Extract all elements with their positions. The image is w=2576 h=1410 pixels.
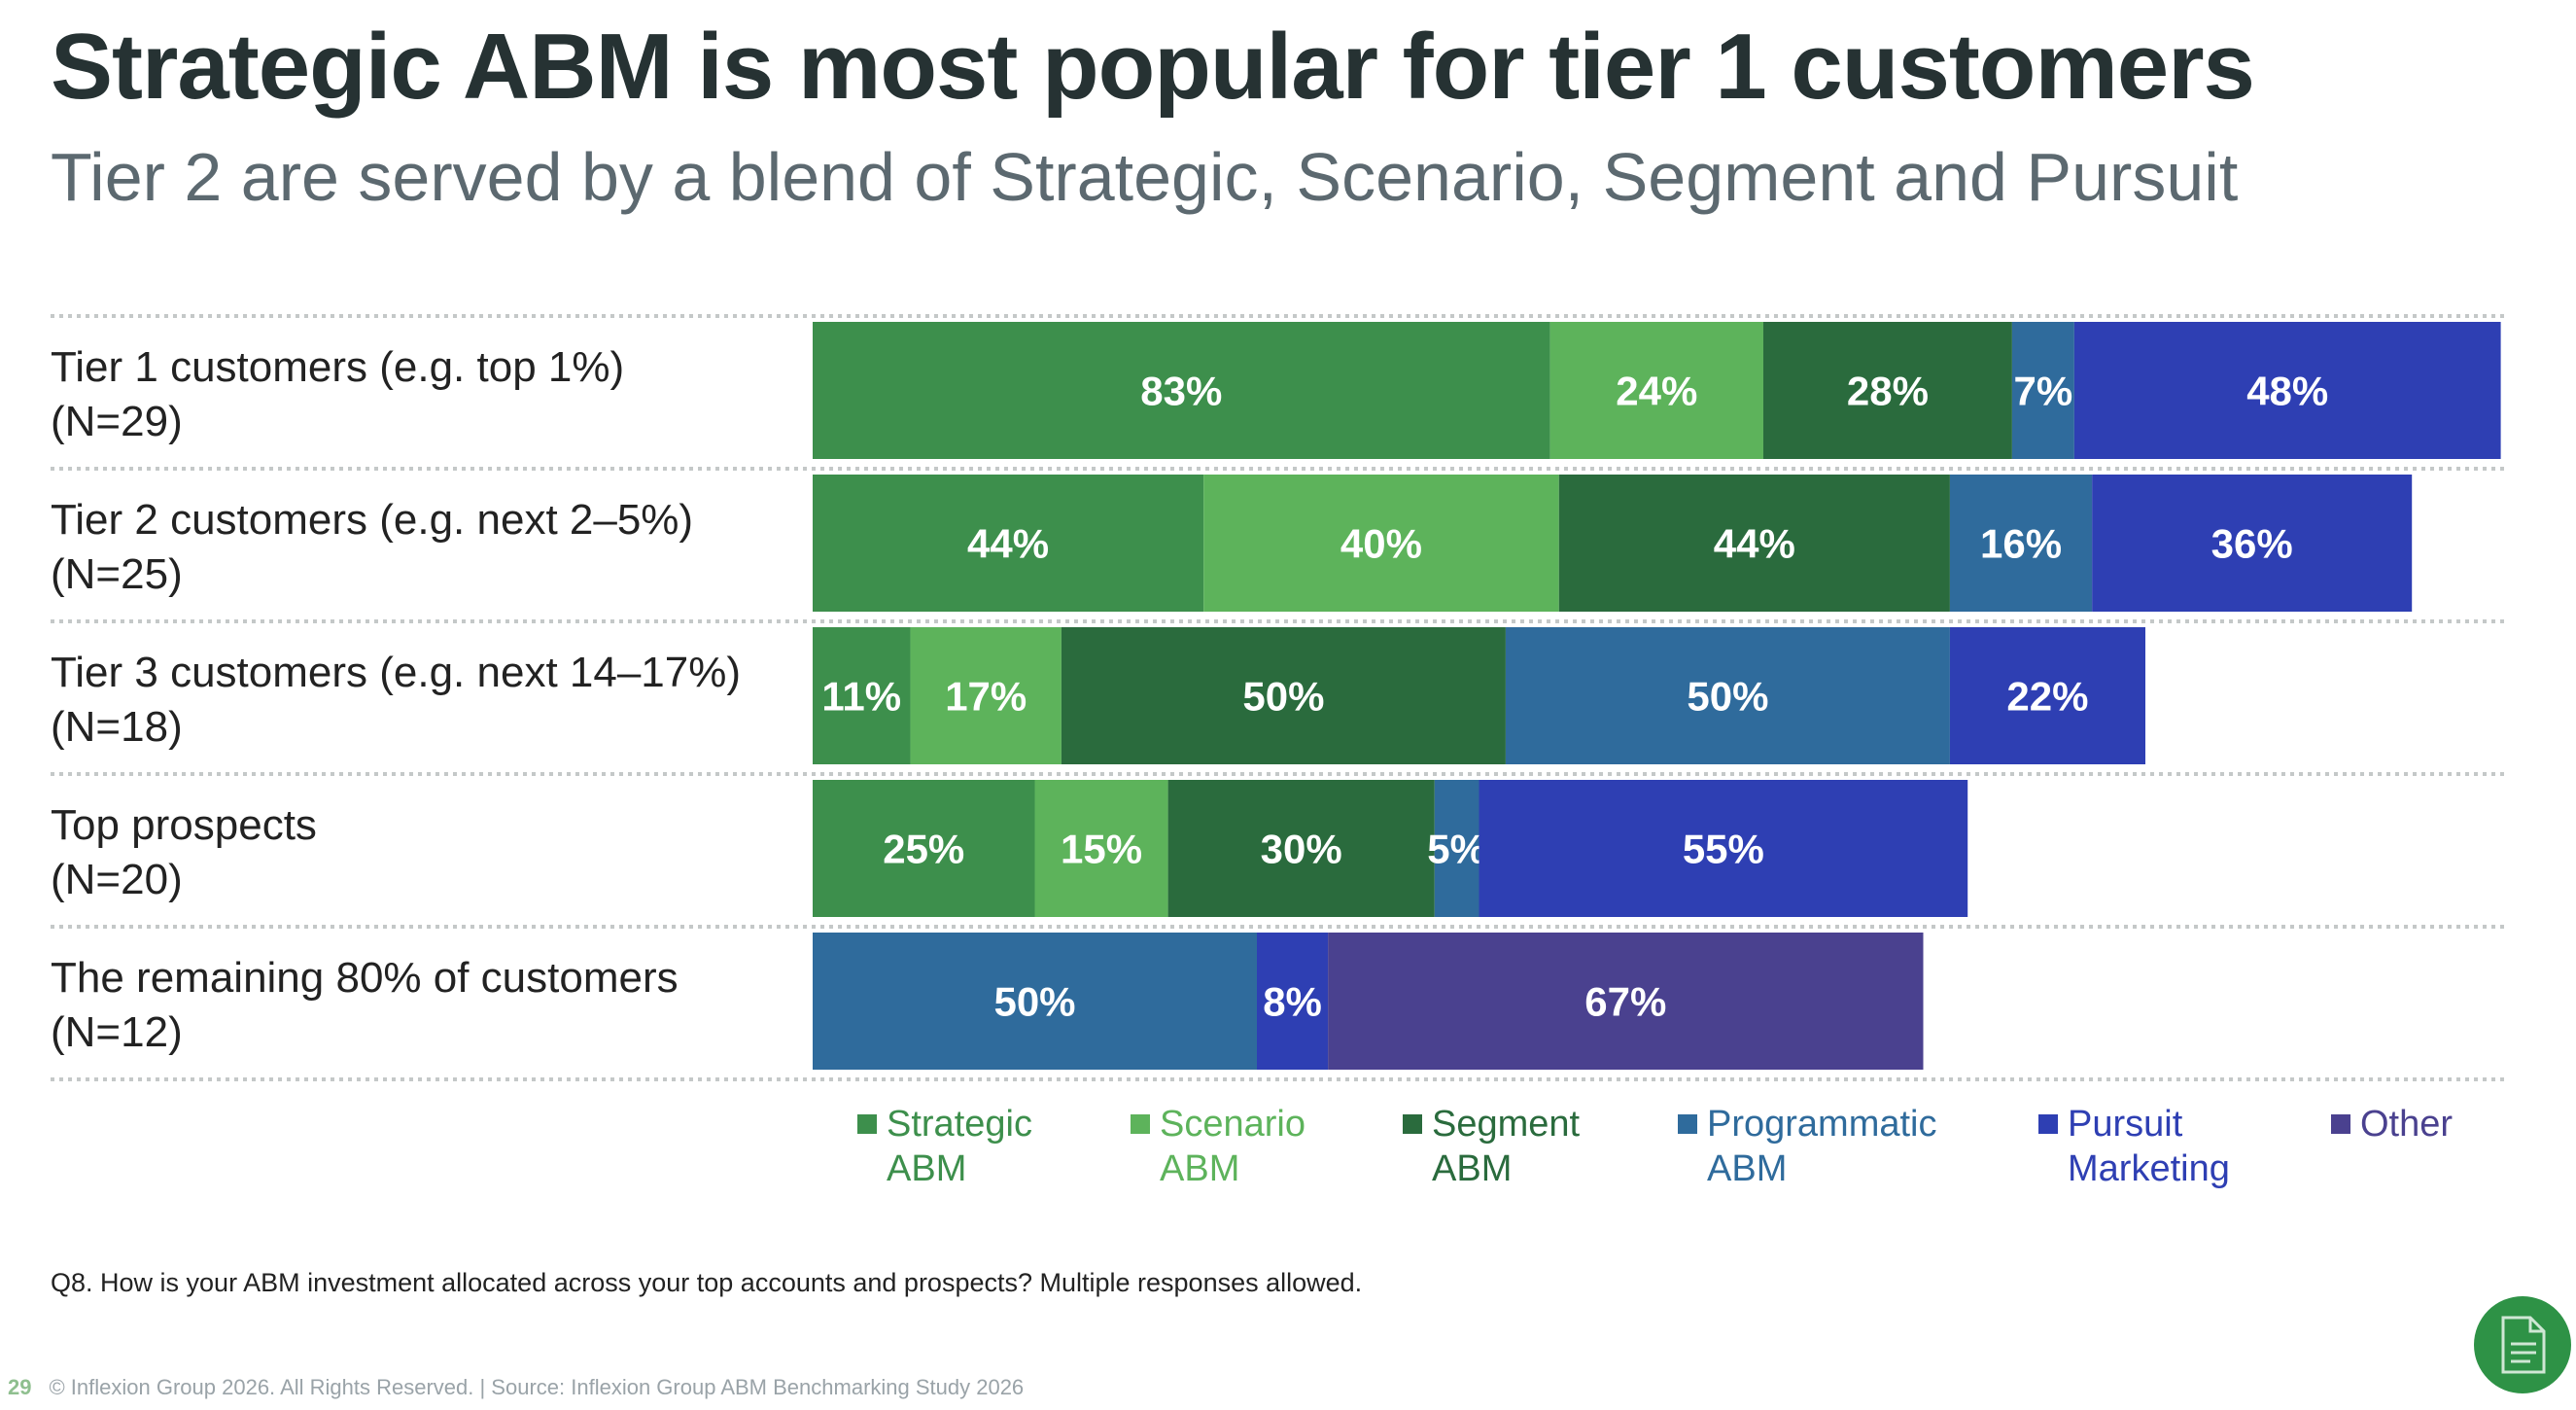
- bar-segment: [2011, 322, 2074, 459]
- legend-label: Pursuit Marketing: [2068, 1104, 2230, 1189]
- legend-swatch: [1403, 1114, 1422, 1134]
- survey-question: Q8. How is your ABM investment allocated…: [51, 1268, 1363, 1297]
- data-label: 50%: [993, 979, 1075, 1025]
- bar-segment: [1949, 475, 2093, 612]
- data-label: 50%: [1687, 674, 1768, 720]
- bar-segment: [813, 322, 1550, 459]
- data-label: 36%: [2211, 521, 2293, 567]
- bar-segment: [2092, 475, 2413, 612]
- data-label: 8%: [1263, 979, 1322, 1025]
- bar-segment: [813, 780, 1035, 917]
- bar-segment: [1762, 322, 2012, 459]
- bar-segment: [1061, 627, 1506, 764]
- data-label: 30%: [1261, 827, 1342, 872]
- bar-segment: [1328, 933, 1924, 1070]
- bar-segment: [910, 627, 1062, 764]
- legend-label: Other: [2360, 1104, 2453, 1145]
- category-label: Tier 1 customers (e.g. top 1%) (N=29): [51, 343, 624, 445]
- bar-segment: [1549, 322, 1763, 459]
- data-label: 55%: [1683, 827, 1764, 872]
- bar-segment: [1479, 780, 1968, 917]
- page-number: 29: [8, 1375, 32, 1399]
- legend-label: Programmatic ABM: [1707, 1104, 1937, 1189]
- data-label: 11%: [821, 674, 901, 720]
- document-button[interactable]: [2474, 1296, 2571, 1393]
- legend-swatch: [1131, 1114, 1150, 1134]
- bar-segment: [1558, 475, 1950, 612]
- data-label: 50%: [1242, 674, 1324, 720]
- data-label: 28%: [1847, 369, 1929, 414]
- data-label: 17%: [945, 674, 1027, 720]
- bar-segment: [813, 933, 1257, 1070]
- bar-segment: [1505, 627, 1950, 764]
- data-label: 44%: [967, 521, 1049, 567]
- page-subtitle: Tier 2 are served by a blend of Strategi…: [51, 139, 2239, 215]
- legend-swatch: [2331, 1114, 2350, 1134]
- data-label: 24%: [1616, 369, 1697, 414]
- legend-swatch: [2038, 1114, 2058, 1134]
- bar-segment: [1034, 780, 1168, 917]
- legend-swatch: [857, 1114, 877, 1134]
- document-icon: [2501, 1316, 2546, 1374]
- bar-segment: [1949, 627, 2145, 764]
- data-label: 44%: [1714, 521, 1795, 567]
- data-label: 40%: [1340, 521, 1422, 567]
- data-label: 16%: [1980, 521, 2062, 567]
- data-label: 22%: [2006, 674, 2088, 720]
- legend-swatch: [1678, 1114, 1697, 1134]
- category-label: Tier 3 customers (e.g. next 14–17%) (N=18…: [51, 649, 741, 751]
- data-label: 83%: [1140, 369, 1222, 414]
- bar-segment: [1434, 780, 1479, 917]
- footer-copyright: © Inflexion Group 2026. All Rights Reser…: [49, 1375, 1025, 1399]
- data-label: 15%: [1061, 827, 1142, 872]
- stacked-bar-chart: Tier 1 customers (e.g. top 1%) (N=29) 83% 2…: [51, 314, 2508, 1189]
- legend-label: Scenario ABM: [1160, 1104, 1305, 1189]
- legend-label: Segment ABM: [1432, 1104, 1581, 1189]
- data-label: 67%: [1584, 979, 1666, 1025]
- data-label: 48%: [2246, 369, 2328, 414]
- bar-segment: [2073, 322, 2501, 459]
- category-label: Top prospects (N=20): [51, 801, 317, 903]
- bar-segment: [813, 475, 1204, 612]
- bar-segment: [1167, 780, 1435, 917]
- data-label: 7%: [2014, 369, 2073, 414]
- data-label: 5%: [1427, 827, 1486, 872]
- bar-segment: [1257, 933, 1329, 1070]
- category-label: The remaining 80% of customers (N=12): [51, 954, 679, 1056]
- legend-label: Strategic ABM: [887, 1104, 1032, 1189]
- page-title: Strategic ABM is most popular for tier 1…: [51, 15, 2255, 119]
- data-label: 25%: [883, 827, 964, 872]
- bar-segment: [813, 627, 911, 764]
- bar-segment: [1203, 475, 1559, 612]
- footer: 29 © Inflexion Group 2026. All Rights Res…: [8, 1375, 1024, 1400]
- category-label: Tier 2 customers (e.g. next 2–5%) (N=25): [51, 496, 693, 598]
